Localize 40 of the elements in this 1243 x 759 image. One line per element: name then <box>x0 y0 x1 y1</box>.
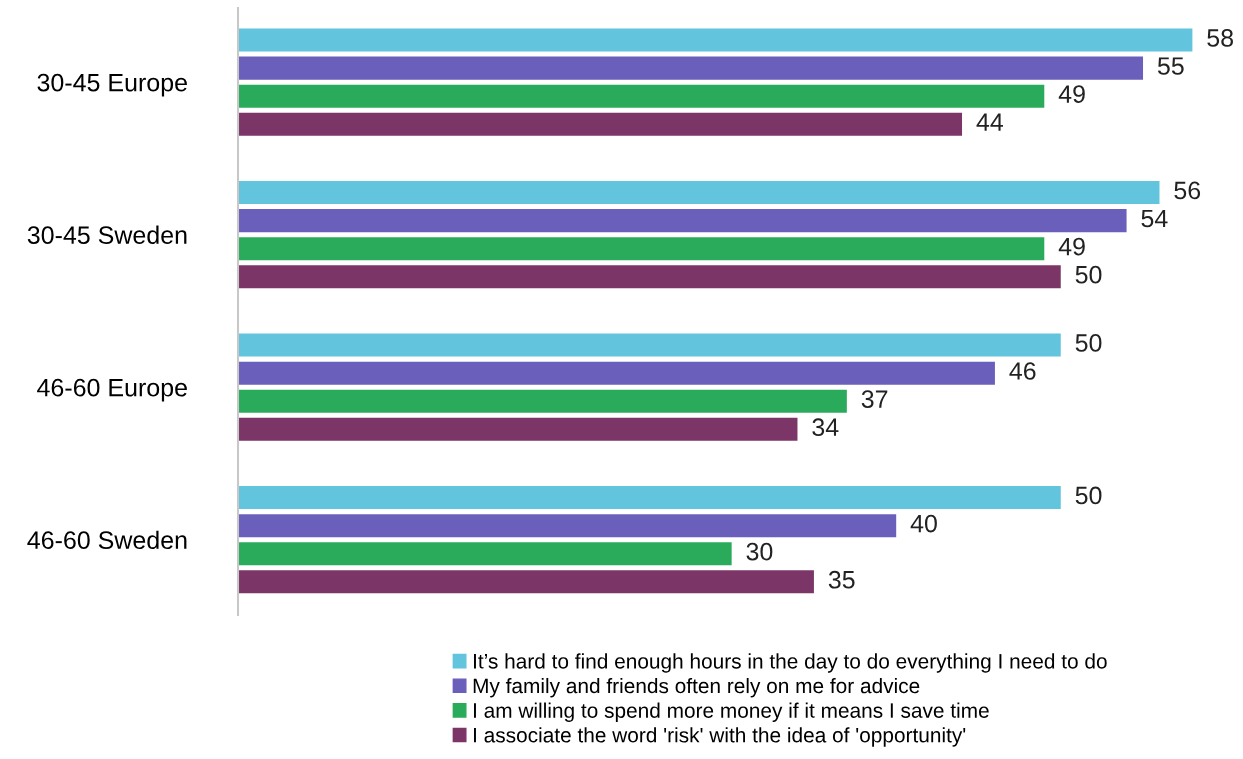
legend-label: It’s hard to find enough hours in the day to do everything I need to do <box>474 653 1107 673</box>
bar <box>238 417 798 441</box>
bar <box>238 361 995 385</box>
data-label: 37 <box>861 390 888 408</box>
y-tick-label: 46-60 Sweden <box>27 530 187 550</box>
bar <box>238 237 1045 261</box>
data-label: 44 <box>976 113 1003 131</box>
bar <box>238 181 1160 205</box>
y-tick-label: 30-45 Sweden <box>27 225 187 244</box>
bar <box>238 333 1061 357</box>
bar <box>238 56 1144 80</box>
legend-label: I am willing to spend more money if it means I save time <box>474 702 989 723</box>
y-tick-label: 30-45 Europe <box>37 73 187 97</box>
bar <box>238 209 1127 233</box>
bar <box>238 570 814 594</box>
data-label: 56 <box>1174 181 1201 200</box>
bar <box>238 389 847 413</box>
bar <box>238 514 897 538</box>
data-label: 50 <box>1075 334 1102 352</box>
data-label: 55 <box>1157 57 1184 75</box>
legend-label: I associate the word 'risk' with the idea of 'opportunity' <box>474 727 966 747</box>
data-label: 54 <box>1141 209 1168 228</box>
bar <box>238 84 1045 108</box>
bar <box>238 542 732 566</box>
bar <box>238 265 1061 289</box>
data-label: 30 <box>746 542 773 561</box>
data-label: 50 <box>1075 265 1102 284</box>
legend-label: My family and friends often rely on me for advice <box>473 677 920 698</box>
data-label: 58 <box>1207 29 1233 47</box>
bar <box>238 486 1061 510</box>
data-label: 49 <box>1058 237 1085 256</box>
data-label: 46 <box>1009 362 1036 380</box>
data-label: 49 <box>1058 85 1085 103</box>
bar <box>238 28 1193 52</box>
data-label: 40 <box>910 514 937 533</box>
data-label: 50 <box>1075 486 1102 505</box>
bar <box>238 112 963 136</box>
data-label: 34 <box>812 418 839 437</box>
y-tick-label: 46-60 Europe <box>37 378 187 402</box>
data-label: 35 <box>828 570 855 589</box>
